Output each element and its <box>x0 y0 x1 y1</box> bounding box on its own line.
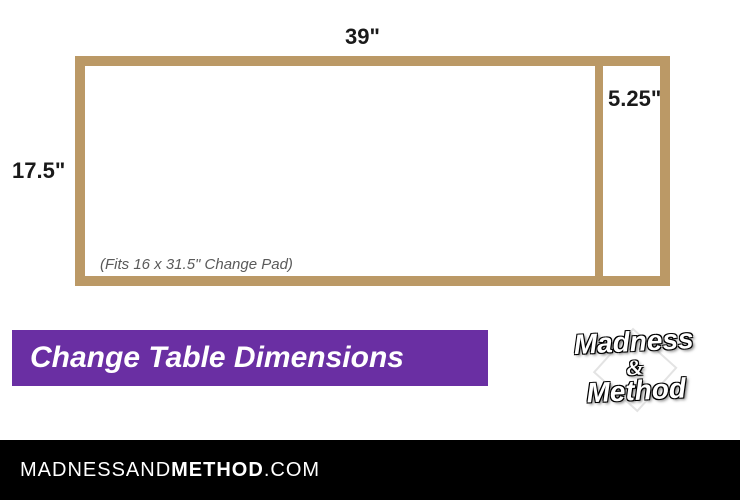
footer-word1: MADNESS <box>20 459 126 482</box>
footer-word2: AND <box>126 459 171 482</box>
logo-line1: Madness <box>573 327 694 357</box>
dim-shelf-label: 5.25" <box>608 86 661 112</box>
logo-line2: Method <box>576 376 697 406</box>
title-text: Change Table Dimensions <box>30 341 404 375</box>
footer-suffix: .COM <box>264 459 320 482</box>
title-bar: Change Table Dimensions <box>12 330 488 386</box>
frame-divider <box>595 66 603 276</box>
canvas: 39" 17.5" 5.25" (Fits 16 x 31.5" Change … <box>0 0 740 500</box>
dim-height-label: 17.5" <box>12 158 65 184</box>
brand-logo: Madness & Method <box>573 327 696 406</box>
dim-width-label: 39" <box>345 24 380 50</box>
fit-note: (Fits 16 x 31.5" Change Pad) <box>100 256 293 273</box>
frame-outer <box>75 56 670 286</box>
footer-word3: METHOD <box>171 459 264 482</box>
footer-bar: MADNESS AND METHOD .COM <box>0 440 740 500</box>
